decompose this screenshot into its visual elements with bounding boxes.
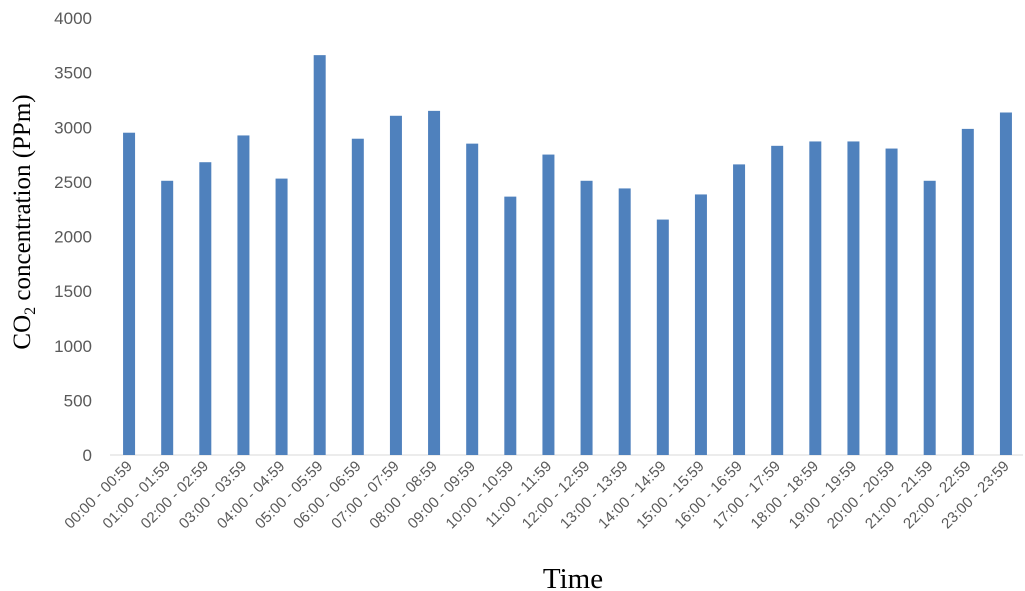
y-tick-label: 1500 xyxy=(54,282,92,301)
bars xyxy=(123,55,1012,456)
bar xyxy=(694,194,707,455)
x-tick-label: 23:00 - 23:59 xyxy=(938,458,1013,533)
bar xyxy=(656,219,669,455)
bar xyxy=(847,141,860,455)
bar xyxy=(313,55,326,456)
bar xyxy=(923,180,936,455)
bar xyxy=(580,180,593,455)
bar xyxy=(809,141,822,455)
y-tick-label: 2500 xyxy=(54,173,92,192)
y-axis-title: CO2 concentration (PPm) xyxy=(9,94,39,349)
y-tick-label: 3500 xyxy=(54,64,92,83)
bar xyxy=(428,110,441,456)
x-axis-title: Time xyxy=(543,563,603,591)
bar xyxy=(885,148,898,455)
bar xyxy=(161,180,174,455)
y-tick-label: 2000 xyxy=(54,228,92,247)
y-axis-title-prefix: CO xyxy=(9,315,36,350)
y-tick-label: 0 xyxy=(83,446,92,465)
bar xyxy=(961,128,974,456)
bar xyxy=(389,115,402,455)
y-axis-title-suffix: concentration (PPm) xyxy=(9,94,36,306)
bar xyxy=(275,178,288,455)
bar xyxy=(351,138,364,455)
bar xyxy=(504,196,517,455)
bar xyxy=(733,164,746,455)
bar xyxy=(542,154,555,455)
bar xyxy=(466,143,479,455)
y-tick-label: 3000 xyxy=(54,118,92,137)
bar xyxy=(999,112,1012,455)
y-tick-label: 4000 xyxy=(54,9,92,28)
bar xyxy=(123,132,136,455)
bar xyxy=(237,135,250,455)
bar xyxy=(618,188,631,455)
y-axis-ticks: 0 500 1000 1500 2000 2500 3000 3500 4000 xyxy=(54,9,92,465)
y-axis-title-subscript: 2 xyxy=(22,307,39,315)
bar xyxy=(771,145,784,455)
bar xyxy=(199,162,212,455)
y-tick-label: 1000 xyxy=(54,337,92,356)
y-tick-label: 500 xyxy=(64,391,92,410)
